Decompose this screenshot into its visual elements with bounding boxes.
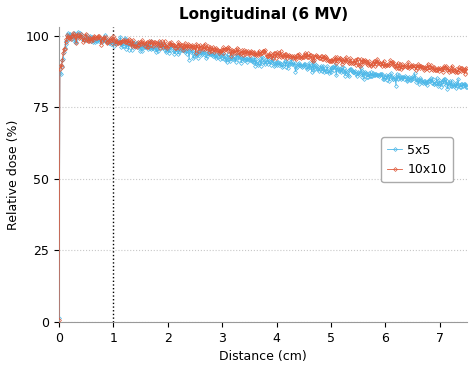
Title: Longitudinal (6 MV): Longitudinal (6 MV) xyxy=(179,7,347,22)
10x10 xyxy=(70,31,76,36)
5x5 xyxy=(300,64,306,68)
10x10 xyxy=(392,64,397,68)
Line: 10x10: 10x10 xyxy=(58,32,468,322)
10x10 xyxy=(455,70,461,74)
5x5 xyxy=(75,29,81,34)
5x5 xyxy=(278,61,283,66)
10x10 xyxy=(300,54,306,59)
5x5 xyxy=(251,60,256,64)
Legend: 5x5, 10x10: 5x5, 10x10 xyxy=(381,137,453,182)
5x5 xyxy=(253,57,259,61)
5x5 xyxy=(392,75,397,80)
10x10 xyxy=(278,48,283,53)
5x5 xyxy=(455,77,461,81)
10x10 xyxy=(56,318,62,322)
10x10 xyxy=(464,68,470,73)
5x5 xyxy=(464,85,470,90)
X-axis label: Distance (cm): Distance (cm) xyxy=(219,350,307,363)
10x10 xyxy=(253,53,259,57)
10x10 xyxy=(251,51,256,56)
5x5 xyxy=(56,316,62,320)
Line: 5x5: 5x5 xyxy=(58,30,468,320)
Y-axis label: Relative dose (%): Relative dose (%) xyxy=(7,120,20,230)
